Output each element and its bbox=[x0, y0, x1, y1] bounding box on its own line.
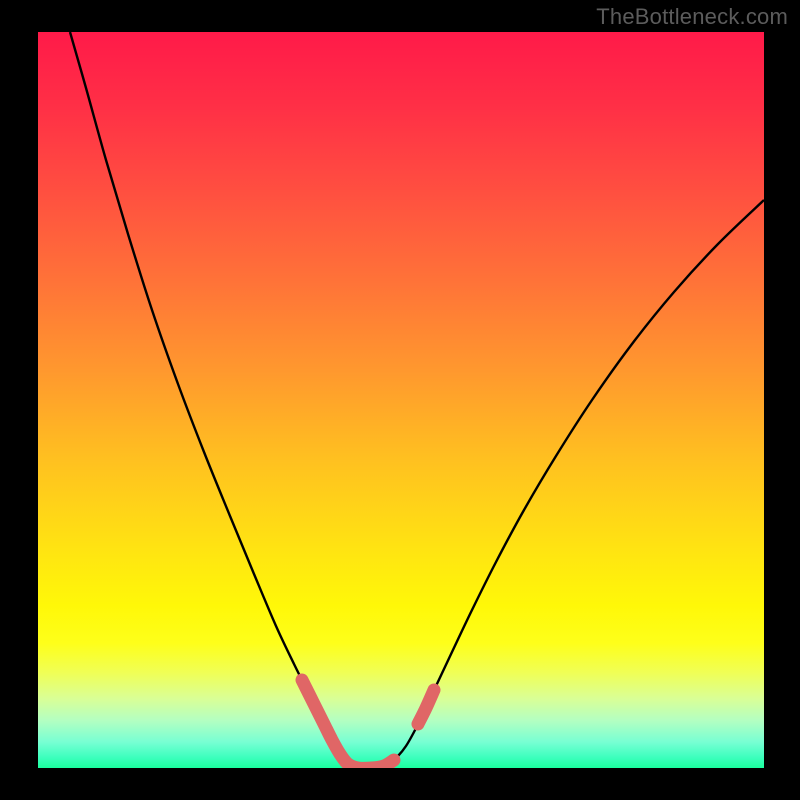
highlight-segment bbox=[418, 690, 434, 724]
plot-area bbox=[38, 32, 764, 768]
watermark-text: TheBottleneck.com bbox=[596, 4, 788, 30]
chart-frame: TheBottleneck.com bbox=[0, 0, 800, 800]
highlight-segments bbox=[302, 680, 434, 768]
highlight-segment bbox=[302, 680, 394, 768]
bottleneck-curve bbox=[70, 32, 764, 768]
plot-curve-layer bbox=[38, 32, 764, 768]
